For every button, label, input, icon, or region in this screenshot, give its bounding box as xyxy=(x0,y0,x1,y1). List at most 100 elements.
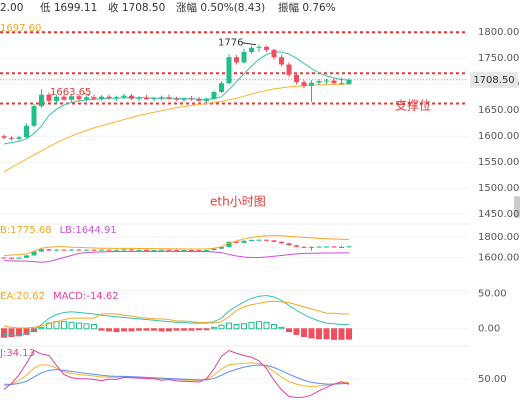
indicator-line xyxy=(3,364,350,385)
y-tick-label: 1800.00 xyxy=(478,232,519,243)
support-label: 支撑位 xyxy=(395,98,431,113)
indicator-line xyxy=(3,83,350,173)
indicator-line xyxy=(3,235,350,256)
candle-body xyxy=(331,80,337,84)
candle-body xyxy=(256,239,262,241)
candle-body xyxy=(9,137,14,139)
candle-body xyxy=(76,96,82,100)
macd-bar xyxy=(76,322,82,330)
macd-bar xyxy=(256,321,262,330)
candle-body xyxy=(286,243,292,246)
candle-body xyxy=(241,240,247,243)
y-tick-label: 1450.00 xyxy=(478,209,519,220)
candle-body xyxy=(219,246,224,249)
candle-body xyxy=(264,46,269,50)
macd-bar xyxy=(106,328,112,332)
y-tick-label: 1550.00 xyxy=(478,157,519,168)
macd-bar xyxy=(38,326,45,330)
macd-bar xyxy=(151,328,157,331)
candle-body xyxy=(181,249,187,251)
macd-bar xyxy=(278,326,285,330)
macd-bar xyxy=(173,328,180,331)
low-label: 1663.65 xyxy=(50,87,91,98)
macd-bar xyxy=(263,321,270,330)
candle-body xyxy=(309,246,314,248)
candle-body xyxy=(249,239,254,241)
macd-bar xyxy=(301,328,307,338)
macd-bar xyxy=(113,328,120,333)
price-tag-label: 1708.50 xyxy=(473,75,514,86)
candle-body xyxy=(114,97,119,99)
macd-bar xyxy=(346,328,352,340)
macd-bar xyxy=(143,328,150,331)
candle-body xyxy=(241,51,247,63)
candle-body xyxy=(54,249,59,251)
candle-body xyxy=(106,249,112,251)
header-item: 涨幅 0.50%(8.43) xyxy=(176,1,265,14)
candle-body xyxy=(159,249,164,251)
candle-body xyxy=(226,57,232,84)
candle-body xyxy=(1,136,7,138)
candle-body xyxy=(46,249,52,251)
candle-body xyxy=(219,83,224,93)
candle-body xyxy=(151,98,157,100)
candle-body xyxy=(256,46,262,48)
candle-body xyxy=(39,94,44,107)
indicator-label: B:1775.68 xyxy=(0,225,52,236)
header-item: 振幅 0.76% xyxy=(278,1,336,14)
candle-body xyxy=(91,249,97,251)
scroll-handle[interactable] xyxy=(514,196,520,218)
candle-body xyxy=(39,249,44,252)
candle-body xyxy=(301,82,307,86)
candle-body xyxy=(54,96,59,101)
candle-body xyxy=(316,81,322,83)
candle-body xyxy=(196,250,202,252)
candle-body xyxy=(151,249,157,251)
candle-body xyxy=(271,240,277,242)
candle-body xyxy=(61,96,67,100)
candle-body xyxy=(249,47,254,52)
price-tag xyxy=(470,71,518,88)
macd-bar xyxy=(23,328,30,335)
max-label: 1776 xyxy=(218,38,243,49)
y-tick-label: 1800.00 xyxy=(478,27,519,38)
macd-bar xyxy=(338,328,345,340)
header-item: 低 1699.11 xyxy=(40,1,97,14)
candle-body xyxy=(136,97,142,99)
candle-body xyxy=(324,80,329,82)
candle-body xyxy=(61,249,67,251)
caption: eth小时图 xyxy=(210,195,266,209)
macd-bar xyxy=(286,328,292,333)
candle-body xyxy=(189,249,194,251)
macd-bar xyxy=(188,328,195,331)
candle-body xyxy=(76,249,82,251)
macd-bar xyxy=(16,328,22,337)
candle-body xyxy=(294,74,299,83)
candle-body xyxy=(339,246,344,248)
y-tick-label: 1650.00 xyxy=(478,105,519,116)
macd-bar xyxy=(158,328,165,332)
candle-body xyxy=(189,98,194,100)
candle-body xyxy=(166,97,172,99)
macd-bar xyxy=(1,328,7,338)
candle-body xyxy=(279,241,284,244)
y-tick-label: 50.00 xyxy=(478,374,507,385)
candle-body xyxy=(24,125,29,138)
macd-bar xyxy=(128,328,135,332)
candle-body xyxy=(31,106,37,126)
candle-body xyxy=(339,83,344,85)
macd-bar xyxy=(196,328,202,331)
candle-body xyxy=(204,250,209,252)
macd-bar xyxy=(53,321,60,330)
y-tick-label: 1750.00 xyxy=(478,53,519,64)
candle-body xyxy=(9,257,14,259)
header-item: 收 1708.50 xyxy=(108,1,165,14)
macd-bar xyxy=(8,328,15,338)
macd-bar xyxy=(323,328,330,340)
macd-bar xyxy=(211,326,217,330)
indicator-label: J:34.13 xyxy=(0,348,35,359)
candle-body xyxy=(271,49,277,58)
candle-body xyxy=(211,248,217,251)
